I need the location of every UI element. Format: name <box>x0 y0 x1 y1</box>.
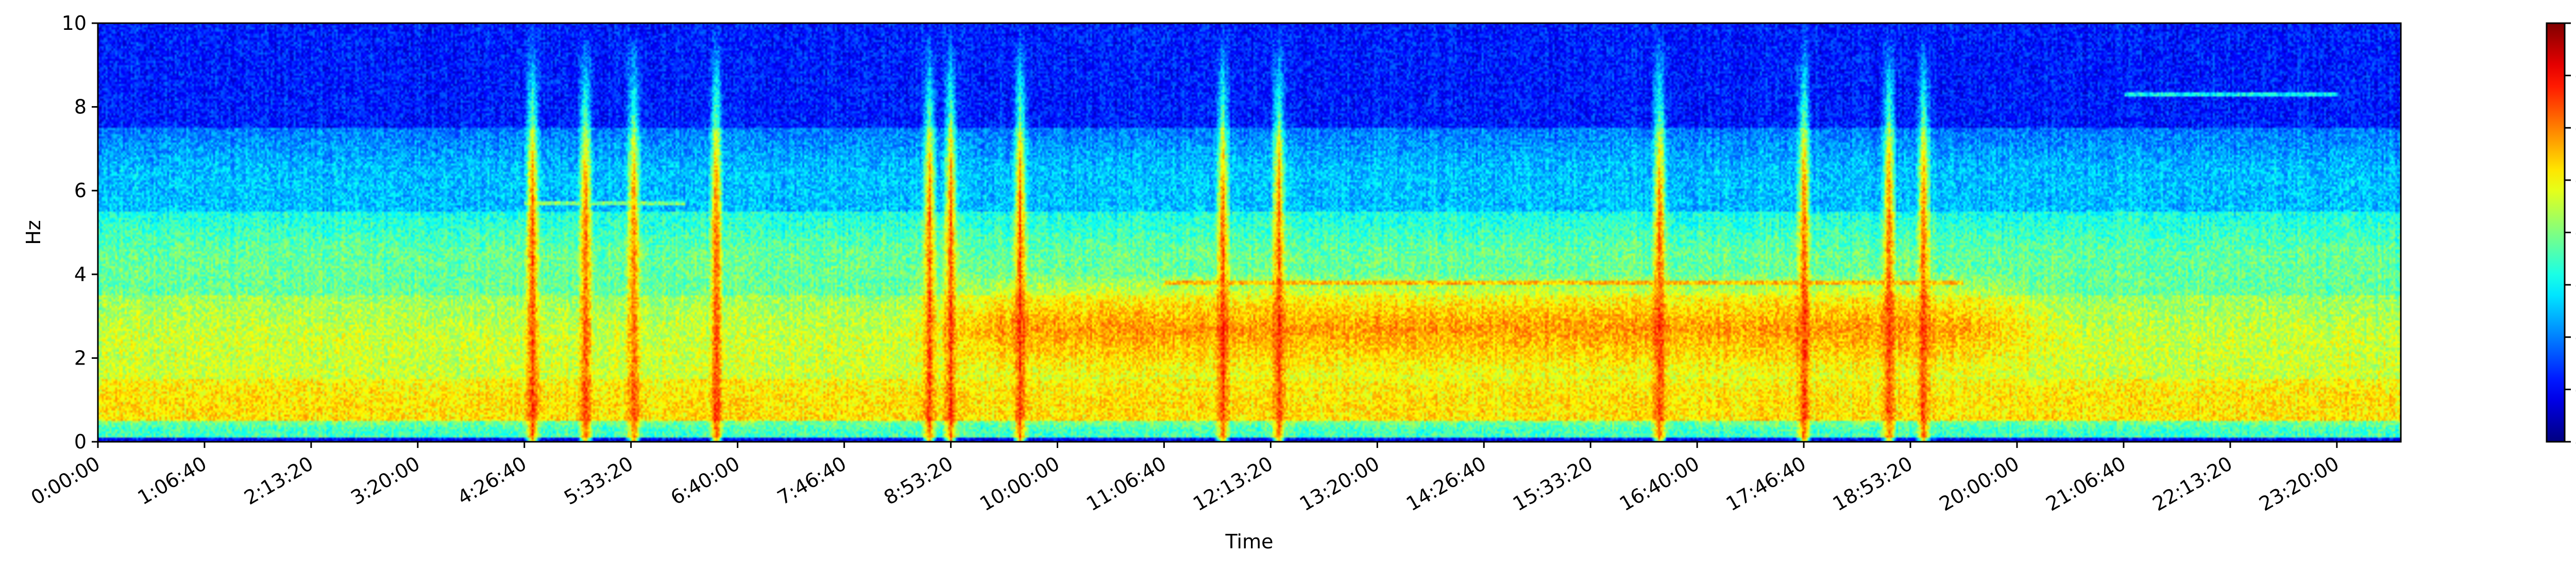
x-axis: 0:00:00 1:06:40 2:13:20 3:20:00 4:26:40 5:33:… <box>27 442 2343 515</box>
x-axis-label: Time <box>1225 530 1274 553</box>
colorbar-tick-label: -30 dB <box>2575 169 2576 192</box>
colorbar: +0 dB -10 dB -20 dB -30 dB -40 dB -50 dB -60 d… <box>2546 12 2576 453</box>
colorbar-tick-label: -60 dB <box>2575 326 2576 349</box>
x-tick-label: 6:40:00 <box>667 452 743 509</box>
x-tick-label: 23:20:00 <box>2256 452 2343 515</box>
x-tick-label: 16:40:00 <box>1616 452 1703 515</box>
colorbar-tick-label: +0 dB <box>2575 12 2576 34</box>
spectrogram-raster <box>98 23 2401 442</box>
colorbar-tick-label: -50 dB <box>2575 273 2576 296</box>
colorbar-tick-label: -10 dB <box>2575 64 2576 87</box>
x-tick-label: 0:00:00 <box>27 452 104 509</box>
x-tick-label: 1:06:40 <box>134 452 211 509</box>
x-tick-label: 12:13:20 <box>1189 452 1277 515</box>
x-tick-label: 15:33:20 <box>1509 452 1597 515</box>
x-tick-label: 10:00:00 <box>976 452 1063 515</box>
y-axis: 0 2 4 6 8 10 <box>62 12 98 453</box>
spectrogram-heatmap <box>98 23 2401 442</box>
x-tick-label: 2:13:20 <box>241 452 317 509</box>
y-tick-label: 4 <box>74 263 87 286</box>
x-tick-label: 8:53:20 <box>880 452 957 509</box>
y-axis-label: Hz <box>22 220 45 245</box>
y-tick-label: 2 <box>74 347 87 369</box>
x-tick-label: 17:46:40 <box>1722 452 1810 515</box>
x-tick-label: 3:20:00 <box>347 452 423 509</box>
y-tick-label: 0 <box>74 430 87 453</box>
x-tick-label: 7:46:40 <box>773 452 850 509</box>
x-tick-label: 14:26:40 <box>1402 452 1490 515</box>
y-tick-label: 10 <box>62 12 87 34</box>
colorbar-gradient <box>2546 22 2566 443</box>
x-tick-label: 22:13:20 <box>2149 452 2236 515</box>
x-tick-label: 13:20:00 <box>1296 452 1383 515</box>
x-tick-label: 18:53:20 <box>1829 452 1917 515</box>
x-tick-label: 5:33:20 <box>560 452 637 509</box>
x-tick-label: 11:06:40 <box>1082 452 1170 515</box>
y-tick-label: 8 <box>74 96 87 118</box>
colorbar-tick-label: -70 dB <box>2575 378 2576 401</box>
x-tick-label: 4:26:40 <box>453 452 530 509</box>
x-tick-label: 21:06:40 <box>2042 452 2130 515</box>
colorbar-tick-label: -20 dB <box>2575 116 2576 139</box>
y-tick-label: 6 <box>74 179 87 202</box>
colorbar-tick-label: -40 dB <box>2575 221 2576 244</box>
x-tick-label: 20:00:00 <box>1936 452 2023 515</box>
plot-frame <box>97 22 2402 443</box>
colorbar-tick-label: -80 dB <box>2575 430 2576 453</box>
